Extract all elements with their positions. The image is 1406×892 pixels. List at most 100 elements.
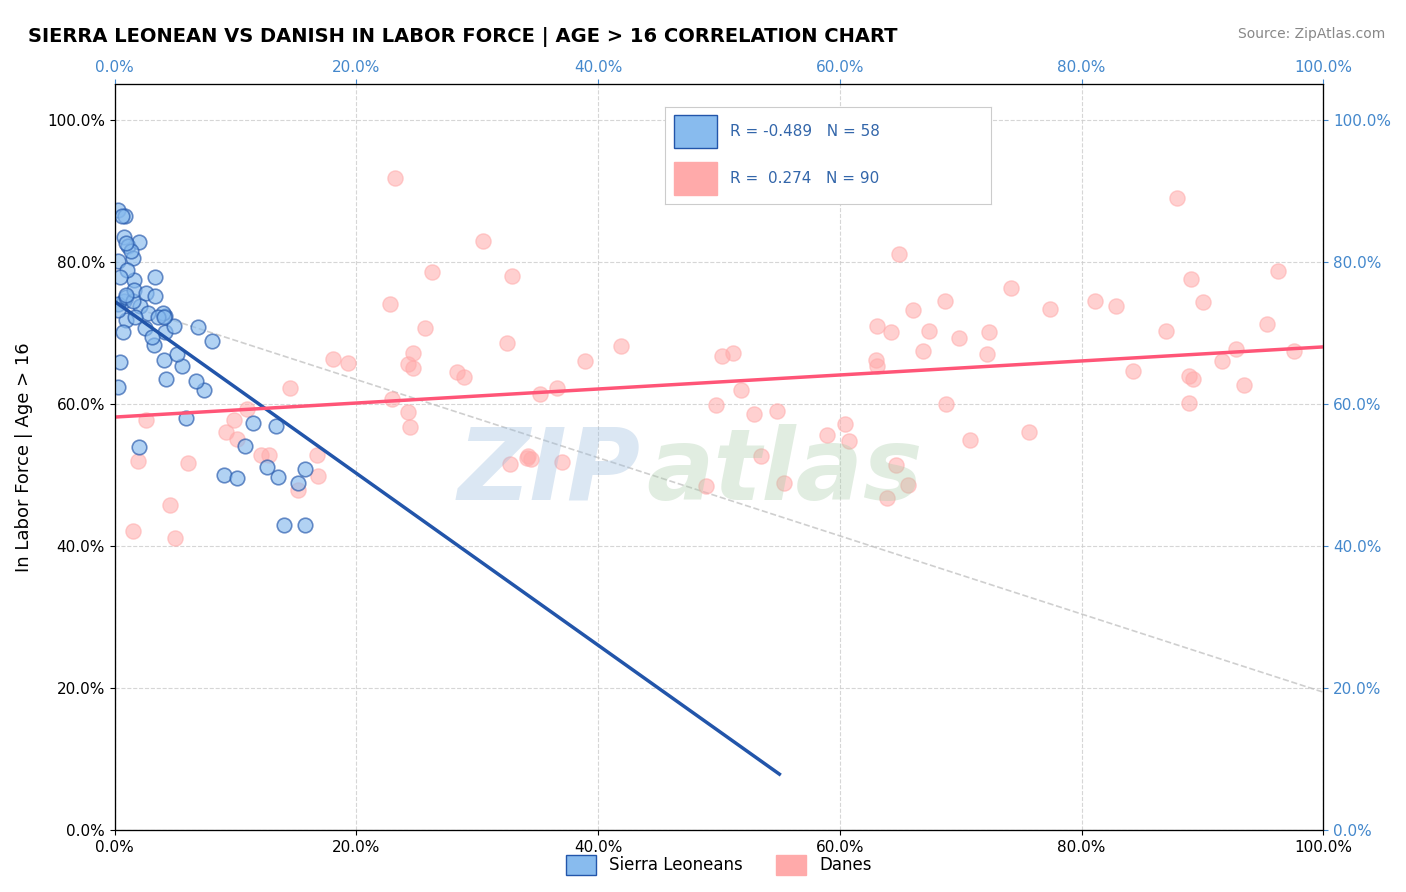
Point (114, 209, 136, 223)
Point (155, 326, 177, 340)
Point (128, 440, 150, 454)
Point (322, 351, 344, 366)
Point (112, 294, 135, 309)
Point (723, 346, 745, 360)
Point (124, 310, 146, 325)
Point (1018, 425, 1040, 439)
Point (111, 325, 134, 339)
Point (396, 405, 419, 419)
Point (307, 448, 329, 462)
Point (222, 413, 245, 427)
Point (114, 235, 136, 250)
Y-axis label: In Labor Force | Age > 16: In Labor Force | Age > 16 (15, 343, 32, 572)
Point (749, 449, 772, 463)
Point (176, 456, 198, 470)
Point (141, 330, 163, 344)
Point (111, 209, 134, 223)
Point (501, 268, 523, 283)
Point (287, 483, 309, 497)
Text: atlas: atlas (647, 424, 922, 521)
Point (226, 470, 249, 484)
Point (193, 383, 215, 397)
Point (402, 346, 425, 360)
Point (256, 460, 278, 475)
Point (122, 252, 145, 266)
Point (287, 476, 309, 491)
Point (294, 517, 316, 532)
Point (887, 247, 910, 261)
Point (381, 392, 404, 406)
Point (453, 369, 475, 384)
Point (884, 458, 907, 472)
Point (257, 448, 280, 462)
Point (911, 343, 934, 358)
Text: Source: ZipAtlas.com: Source: ZipAtlas.com (1237, 27, 1385, 41)
Point (918, 324, 941, 338)
Point (516, 450, 538, 465)
Point (1182, 372, 1205, 386)
Point (498, 457, 520, 471)
Point (742, 407, 765, 421)
Point (135, 413, 157, 427)
Point (979, 325, 1001, 339)
Point (765, 404, 787, 418)
Point (307, 468, 329, 483)
Point (166, 347, 188, 361)
Point (773, 476, 796, 491)
Point (1105, 300, 1128, 314)
Point (114, 312, 136, 326)
Point (551, 455, 574, 469)
Point (876, 491, 898, 505)
Point (278, 381, 301, 395)
Point (273, 517, 295, 532)
Text: SIERRA LEONEAN VS DANISH IN LABOR FORCE | AGE > 16 CORRELATION CHART: SIERRA LEONEAN VS DANISH IN LABOR FORCE … (28, 27, 897, 46)
Point (935, 396, 957, 410)
Legend: Sierra Leoneans, Danes: Sierra Leoneans, Danes (560, 848, 879, 881)
Point (1256, 318, 1278, 332)
Point (250, 448, 273, 462)
Point (236, 402, 259, 417)
Point (107, 380, 129, 394)
Point (121, 524, 143, 539)
Point (143, 270, 166, 285)
Point (529, 387, 551, 401)
Point (174, 411, 197, 425)
Point (546, 381, 568, 395)
Point (1282, 343, 1305, 358)
Point (142, 337, 165, 351)
Point (610, 339, 633, 353)
Point (212, 467, 235, 482)
Point (880, 325, 903, 339)
Point (1122, 364, 1144, 378)
Point (115, 262, 138, 277)
Point (136, 306, 159, 320)
Point (124, 273, 146, 287)
Point (934, 293, 956, 308)
Point (695, 479, 717, 493)
Point (495, 335, 517, 350)
Point (336, 356, 359, 370)
Point (115, 288, 138, 302)
Point (866, 359, 889, 373)
Point (135, 285, 157, 300)
Point (1039, 302, 1062, 317)
Point (124, 283, 146, 297)
Point (1267, 264, 1289, 278)
Point (107, 297, 129, 311)
Point (233, 439, 256, 453)
Point (153, 353, 176, 368)
Point (446, 365, 468, 379)
Point (108, 269, 131, 284)
Point (153, 310, 176, 324)
Point (146, 310, 169, 325)
Point (384, 171, 406, 186)
Point (1191, 295, 1213, 310)
Point (976, 347, 998, 361)
Point (948, 331, 970, 345)
Point (730, 383, 752, 397)
Point (1180, 272, 1202, 286)
Point (128, 235, 150, 250)
Point (134, 320, 156, 334)
Point (127, 454, 149, 468)
Point (517, 449, 540, 463)
